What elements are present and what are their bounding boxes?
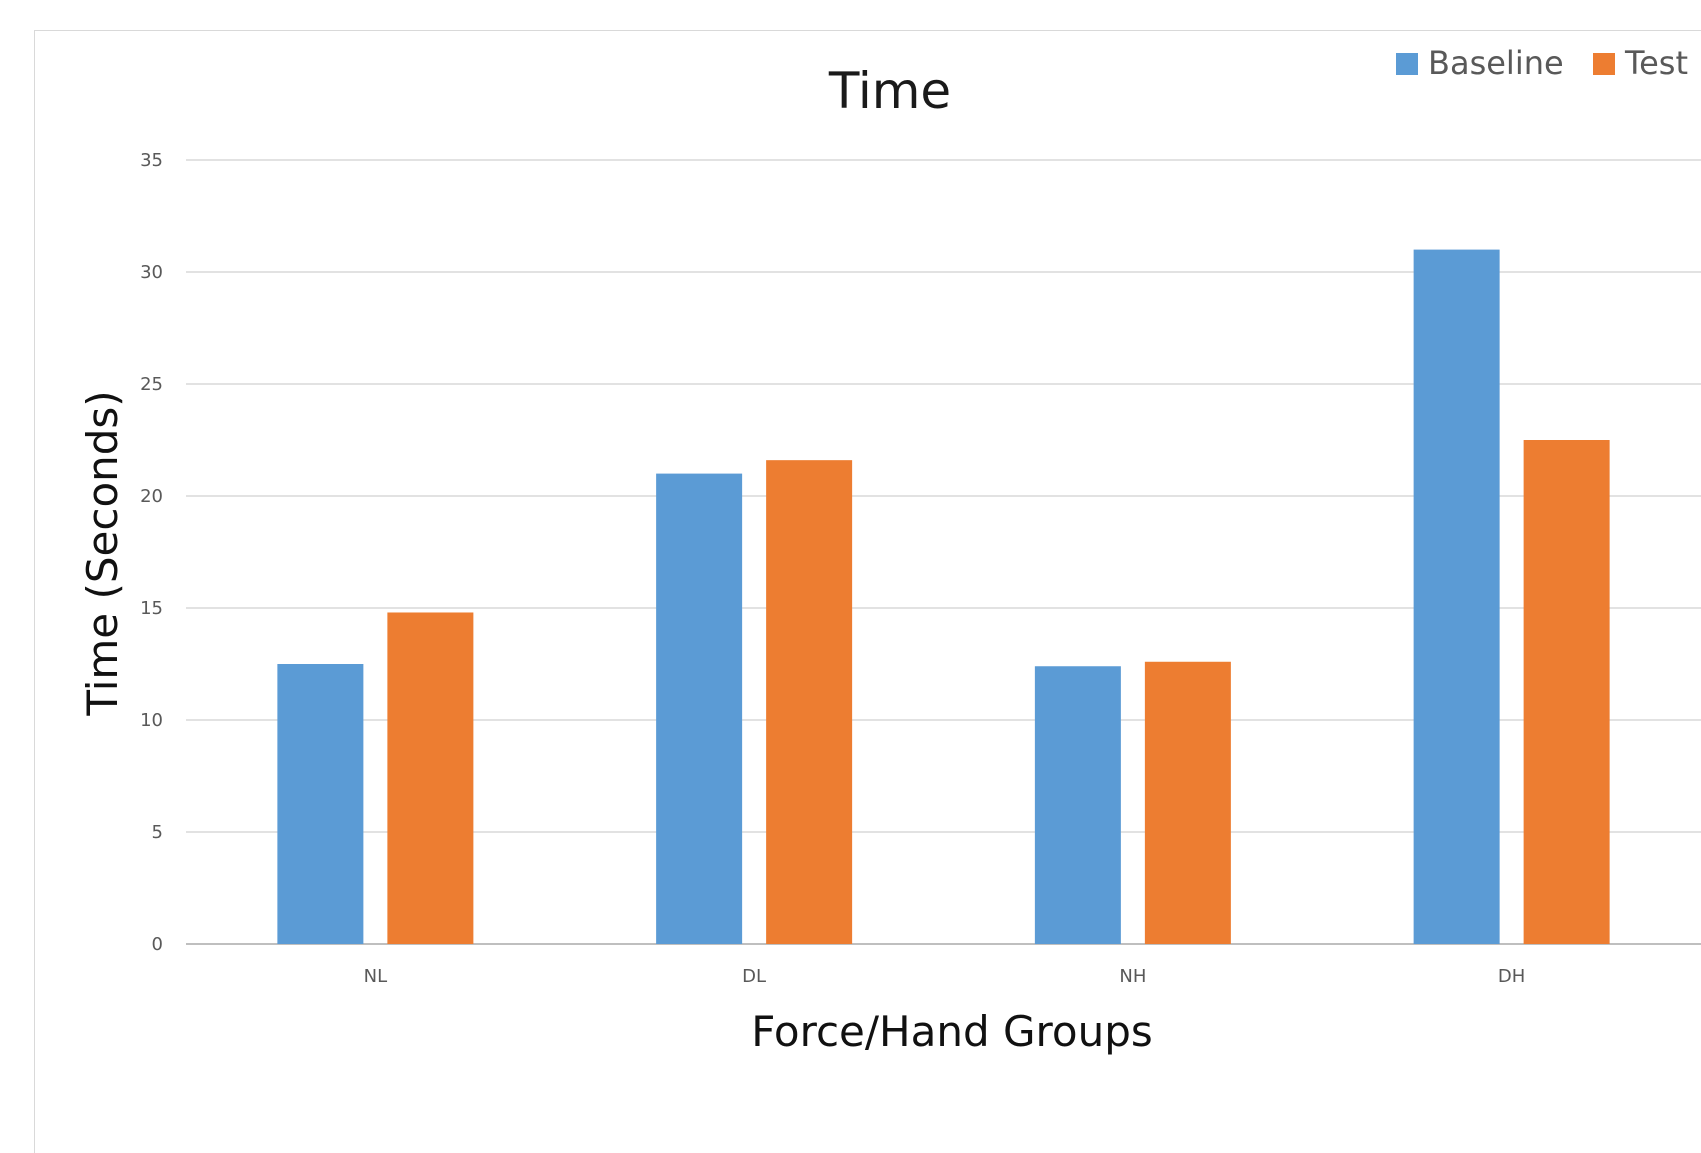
bars xyxy=(277,249,1610,945)
x-tick-label: NL xyxy=(364,966,388,987)
y-tick-label: 20 xyxy=(140,486,163,507)
bar-baseline-dl xyxy=(656,473,743,944)
legend-swatch-test xyxy=(1593,53,1615,75)
y-tick-label: 25 xyxy=(140,374,163,395)
y-axis-ticks: 0 5 10 15 20 25 30 35 xyxy=(140,150,163,955)
bar-test-dh xyxy=(1523,440,1610,944)
x-tick-label: DL xyxy=(742,966,766,987)
bar-baseline-nl xyxy=(277,664,364,944)
y-axis-title: Time (Seconds) xyxy=(78,390,127,716)
y-tick-label: 5 xyxy=(152,822,163,843)
bar-test-nh xyxy=(1144,661,1231,944)
bar-test-dl xyxy=(766,460,853,944)
x-axis-ticks: NL DL NH DH xyxy=(364,966,1526,987)
y-tick-label: 10 xyxy=(140,710,163,731)
x-axis-title: Force/Hand Groups xyxy=(751,1007,1152,1056)
legend-swatch-baseline xyxy=(1396,53,1418,75)
y-tick-label: 15 xyxy=(140,598,163,619)
legend-label-baseline: Baseline xyxy=(1428,44,1564,82)
chart-title: Time xyxy=(828,62,951,120)
bar-baseline-nh xyxy=(1034,666,1121,944)
x-tick-label: DH xyxy=(1498,966,1525,987)
legend: Baseline Test xyxy=(1396,44,1688,82)
bar-baseline-dh xyxy=(1413,249,1500,945)
legend-label-test: Test xyxy=(1624,44,1688,82)
y-tick-label: 35 xyxy=(140,150,163,171)
x-tick-label: NH xyxy=(1119,966,1146,987)
bar-test-nl xyxy=(387,612,474,944)
y-tick-label: 0 xyxy=(152,934,163,955)
y-tick-label: 30 xyxy=(140,262,163,283)
